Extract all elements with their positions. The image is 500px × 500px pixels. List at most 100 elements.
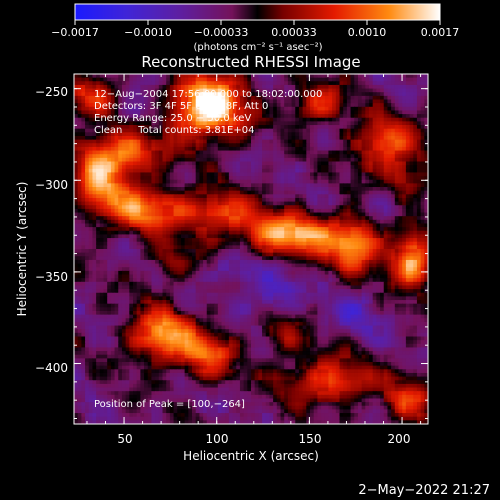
heatmap-cell	[383, 176, 389, 181]
heatmap-cell	[357, 234, 363, 239]
heatmap-cell	[114, 154, 119, 159]
heatmap-cell	[372, 249, 377, 254]
heatmap-cell	[346, 238, 352, 243]
heatmap-cell	[332, 139, 337, 144]
heatmap-cell	[110, 205, 116, 210]
heatmap-cell	[276, 256, 282, 261]
heatmap-cell	[343, 168, 348, 174]
heatmap-cell	[118, 256, 123, 261]
heatmap-cell	[262, 256, 267, 261]
heatmap-cell	[424, 245, 428, 250]
heatmap-cell	[169, 99, 175, 104]
heatmap-cell	[110, 161, 116, 166]
heatmap-cell	[361, 179, 366, 184]
heatmap-cell	[324, 125, 330, 130]
heatmap-cell	[346, 183, 352, 188]
heatmap-cell	[265, 190, 271, 195]
heatmap-cell	[155, 165, 160, 170]
heatmap-cell	[262, 121, 267, 126]
heatmap-cell	[107, 245, 112, 250]
heatmap-cell	[74, 161, 79, 166]
heatmap-cell	[254, 103, 259, 108]
heatmap-cell	[380, 208, 385, 214]
heatmap-cell	[247, 223, 252, 228]
heatmap-cell	[365, 125, 370, 130]
heatmap-cell	[313, 190, 318, 195]
heatmap-cell	[387, 74, 392, 79]
heatmap-cell	[243, 88, 248, 93]
heatmap-cell	[188, 139, 193, 144]
heatmap-cell	[416, 110, 422, 115]
heatmap-cell	[243, 135, 248, 141]
heatmap-cell	[321, 168, 326, 174]
heatmap-cell	[155, 183, 160, 188]
heatmap-cell	[158, 88, 164, 93]
heatmap-cell	[88, 168, 94, 174]
heatmap-cell	[383, 81, 389, 86]
heatmap-cell	[335, 241, 341, 246]
heatmap-cell	[155, 146, 160, 152]
heatmap-cell	[155, 238, 160, 243]
heatmap-cell	[133, 117, 138, 122]
heatmap-cell	[391, 103, 396, 108]
heatmap-cell	[81, 172, 86, 177]
heatmap-cell	[203, 114, 208, 119]
heatmap-cell	[254, 179, 259, 184]
heatmap-cell	[107, 227, 112, 232]
heatmap-cell	[273, 176, 278, 181]
heatmap-cell	[306, 227, 311, 232]
heatmap-cell	[287, 99, 293, 104]
heatmap-cell	[133, 238, 138, 243]
heatmap-cell	[284, 194, 289, 199]
heatmap-cell	[343, 157, 348, 163]
heatmap-cell	[177, 132, 182, 137]
heatmap-cell	[203, 212, 208, 217]
heatmap-cell	[99, 150, 105, 155]
heatmap-cell	[310, 150, 315, 155]
heatmap-cell	[151, 103, 156, 108]
heatmap-cell	[394, 146, 400, 152]
heatmap-cell	[225, 208, 230, 214]
heatmap-cell	[302, 150, 307, 155]
heatmap-cell	[424, 117, 428, 122]
heatmap-cell	[155, 139, 160, 144]
heatmap-cell	[343, 143, 348, 148]
heatmap-cell	[376, 88, 381, 93]
heatmap-cell	[103, 128, 108, 133]
heatmap-cell	[321, 99, 326, 104]
heatmap-cell	[317, 256, 322, 261]
heatmap-cell	[354, 84, 359, 90]
heatmap-cell	[85, 252, 90, 257]
heatmap-cell	[74, 216, 79, 221]
heatmap-cell	[188, 179, 193, 184]
heatmap-cell	[269, 190, 274, 195]
heatmap-cell	[413, 245, 418, 250]
heatmap-cell	[147, 74, 153, 79]
heatmap-cell	[361, 197, 366, 203]
heatmap-cell	[129, 114, 134, 119]
heatmap-cell	[77, 135, 82, 141]
heatmap-cell	[310, 190, 315, 195]
heatmap-cell	[210, 74, 215, 79]
heatmap-cell	[365, 176, 370, 181]
heatmap-cell	[206, 172, 212, 177]
heatmap-cell	[387, 176, 392, 181]
heatmap-cell	[328, 84, 333, 90]
heatmap-cell	[92, 223, 97, 228]
heatmap-cell	[88, 121, 94, 126]
heatmap-cell	[96, 259, 101, 265]
heatmap-cell	[210, 234, 215, 239]
heatmap-cell	[92, 183, 97, 188]
heatmap-cell	[280, 161, 285, 166]
heatmap-cell	[206, 121, 212, 126]
heatmap-cell	[136, 74, 141, 79]
heatmap-cell	[96, 117, 101, 122]
heatmap-cell	[365, 95, 370, 101]
heatmap-cell	[144, 252, 149, 257]
heatmap-cell	[247, 241, 252, 246]
heatmap-cell	[254, 132, 259, 137]
heatmap-cell	[302, 146, 307, 152]
heatmap-cell	[199, 143, 204, 148]
heatmap-cell	[169, 157, 175, 163]
heatmap-cell	[162, 154, 167, 159]
